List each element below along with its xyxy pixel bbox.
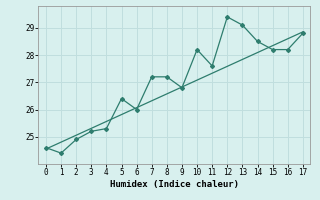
X-axis label: Humidex (Indice chaleur): Humidex (Indice chaleur) [110,180,239,189]
